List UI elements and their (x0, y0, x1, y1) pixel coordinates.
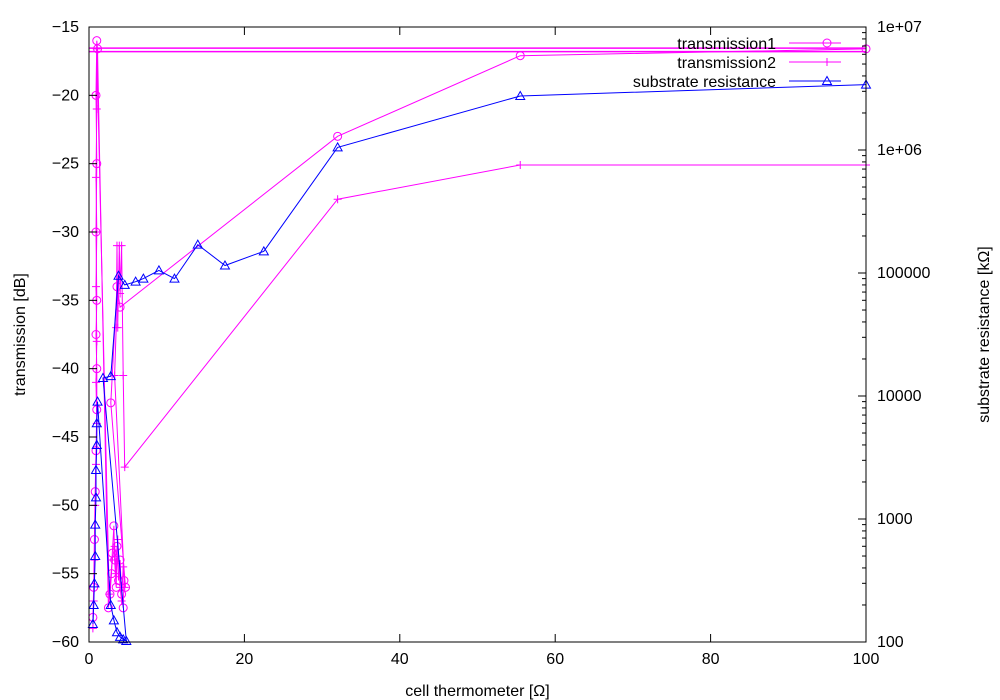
legend-marker (821, 75, 833, 85)
data-point (120, 635, 132, 645)
series-substrate-resistance (87, 79, 872, 645)
data-point (111, 626, 123, 637)
legend-label: substrate resistance (633, 74, 776, 91)
x-tick-label: 80 (702, 651, 720, 668)
y2-axis-label: substrate resistance [kΩ] (976, 246, 993, 422)
data-point (120, 583, 129, 592)
data-point (91, 282, 100, 291)
y-tick-label: −40 (52, 361, 79, 378)
data-point (110, 542, 119, 551)
y-tick-label: −30 (52, 224, 79, 241)
data-point (119, 279, 131, 289)
data-point (91, 378, 100, 387)
y-axis-label: transmission [dB] (12, 273, 29, 396)
data-point (105, 599, 117, 609)
data-point (332, 141, 343, 152)
legend: transmission1 transmission2 substrate resi… (633, 36, 841, 91)
data-point (333, 195, 342, 204)
data-point (119, 371, 128, 380)
data-point (105, 590, 114, 599)
data-point (89, 577, 100, 588)
data-point (91, 330, 101, 339)
data-point (333, 131, 343, 141)
data-point (117, 597, 126, 605)
data-point (153, 264, 165, 275)
x-tick-label: 40 (391, 651, 409, 668)
y2-tick-label: 1e+06 (877, 142, 922, 159)
data-point (258, 245, 270, 256)
data-point (97, 372, 109, 383)
data-point (120, 463, 129, 472)
data-point (106, 398, 116, 408)
data-point (91, 173, 100, 182)
x-tick-label: 20 (236, 651, 254, 668)
data-point (516, 161, 525, 170)
data-point (92, 396, 103, 406)
data-point (92, 44, 101, 53)
plot-frame (88, 26, 867, 643)
data-point (112, 569, 121, 578)
y2-tick-label: 100 (877, 634, 904, 651)
data-point (90, 491, 102, 502)
legend-label: transmission1 (677, 36, 776, 53)
data-point (515, 51, 525, 61)
data-point (113, 323, 122, 332)
x-tick-label: 60 (546, 651, 564, 668)
data-point (92, 105, 101, 113)
data-point (88, 624, 97, 633)
legend-marker (822, 38, 832, 48)
y-tick-label: −55 (52, 566, 79, 583)
y-tick-label: −25 (52, 156, 79, 173)
data-point (138, 273, 149, 283)
data-point (90, 464, 102, 475)
data-point (88, 599, 100, 609)
data-point (113, 270, 124, 280)
data-point (169, 273, 180, 283)
data-point (105, 370, 117, 381)
data-point (92, 337, 101, 346)
data-point (514, 90, 526, 100)
y-tick-label: −45 (52, 429, 79, 446)
data-point (108, 614, 120, 625)
data-point (89, 519, 101, 529)
data-point (108, 556, 117, 564)
y2-tick-label: 1e+07 (877, 19, 922, 36)
y2-tick-label: 10000 (877, 388, 922, 405)
data-point (87, 618, 99, 629)
x-tick-label: 100 (853, 651, 880, 668)
series-line (92, 48, 866, 629)
y-tick-label: −35 (52, 292, 79, 309)
data-point (119, 562, 128, 571)
data-point (91, 439, 103, 449)
data-point (117, 241, 126, 250)
data-point (130, 276, 141, 286)
x-axis-label: cell thermometer [Ω] (405, 683, 549, 700)
y-tick-label: −60 (52, 634, 79, 651)
y-tick-label: −15 (52, 19, 79, 36)
data-point (91, 417, 103, 428)
y2-tick-label: 1000 (877, 511, 913, 528)
legend-marker (823, 58, 831, 66)
data-point (89, 550, 101, 561)
y2-tick-label: 100000 (877, 265, 930, 282)
data-point (219, 260, 231, 270)
y-tick-label: −50 (52, 497, 79, 514)
x-tick-label: 0 (85, 651, 94, 668)
data-point (109, 521, 119, 531)
data-point (192, 239, 204, 249)
legend-label: transmission2 (677, 55, 776, 72)
y-tick-label: −20 (52, 87, 79, 104)
